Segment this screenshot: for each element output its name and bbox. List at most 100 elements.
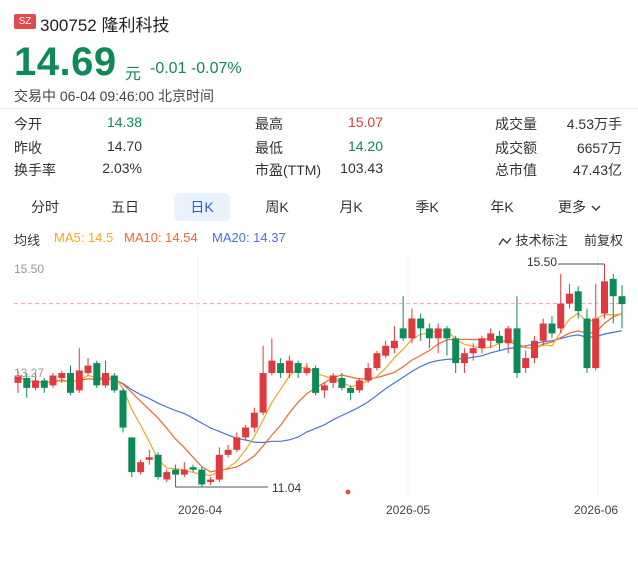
adjust-toggle[interactable]: 前复权: [584, 233, 624, 248]
candle-body: [172, 469, 180, 475]
candle-body: [443, 328, 451, 339]
candle-body: [618, 296, 626, 305]
candle-body: [592, 318, 600, 369]
chevron-down-icon: [591, 205, 601, 212]
tab-more[interactable]: 更多: [558, 193, 614, 221]
quote-value: 15.07: [347, 114, 383, 130]
tab-more-label: 更多: [558, 199, 586, 215]
candle-body: [452, 338, 460, 364]
candle-body: [390, 340, 398, 349]
candle-body: [32, 380, 39, 388]
quote-value: 2.03%: [102, 160, 142, 176]
current-price: 14.69: [14, 40, 117, 84]
candle-body: [347, 387, 355, 393]
candle-body: [408, 318, 416, 339]
candle-body: [548, 323, 556, 334]
candle-body: [224, 449, 232, 455]
candle-body: [163, 472, 171, 480]
candle-body: [338, 378, 346, 388]
x-axis-label: 2026-05: [386, 503, 431, 517]
quote-label: 总市值: [495, 162, 537, 178]
candle-body: [355, 380, 363, 391]
candle-body: [531, 340, 538, 359]
trade-status: 交易中 06-04 09:46:00 北京时间: [14, 88, 214, 104]
tab-yearly-k[interactable]: 年K: [490, 199, 514, 215]
candle-body: [277, 363, 285, 373]
quote-label: 成交额: [495, 140, 537, 156]
price-unit: 元: [125, 66, 142, 83]
quote-value: 14.70: [106, 138, 142, 154]
candle-body: [137, 462, 145, 473]
candle-body: [522, 358, 530, 368]
candle-body: [215, 454, 223, 480]
candle-body: [399, 328, 407, 339]
pen-icon: [498, 237, 512, 245]
ma10-line: [17, 312, 623, 473]
tab-daily-k[interactable]: 日K: [174, 193, 230, 221]
candle-body: [294, 363, 302, 373]
candle-body: [478, 338, 486, 349]
candle-body: [40, 380, 48, 388]
candle-body: [75, 370, 83, 391]
quote-grid: 今开 14.38 最高 15.07 成交量 4.53万手 昨收 14.70 最低…: [0, 112, 638, 184]
event-dot: [345, 489, 351, 495]
candle-body: [495, 335, 503, 344]
low-annotation: 11.04: [272, 481, 302, 495]
tab-five-day[interactable]: 五日: [111, 199, 139, 215]
candle-body: [242, 427, 250, 438]
stock-code-name: 300752 隆利科技: [40, 16, 170, 35]
ma5-line: [17, 312, 623, 477]
candlestick-chart[interactable]: [0, 252, 638, 527]
candle-body: [312, 368, 320, 393]
candle-body: [434, 328, 442, 339]
market-badge: SZ: [14, 14, 36, 29]
candle-body: [460, 353, 468, 364]
candle-body: [180, 469, 188, 475]
ma5-value: MA5: 14.5: [54, 230, 114, 245]
candle-body: [566, 293, 573, 304]
tab-quarterly-k[interactable]: 季K: [415, 199, 439, 215]
candle-body: [601, 281, 608, 314]
y-axis-top-label: 15.50: [14, 262, 45, 276]
candle-body: [539, 323, 547, 341]
candle-body: [67, 373, 74, 393]
quote-value: 14.20: [347, 138, 383, 154]
candle-body: [207, 479, 215, 482]
candle-body: [609, 278, 617, 297]
candle-body: [373, 353, 381, 369]
candle-body: [198, 469, 206, 485]
quote-label: 今开: [14, 116, 42, 132]
candle-body: [58, 373, 66, 378]
tech-annotation-label: 技术标注: [515, 233, 568, 248]
quote-label: 市盈(TTM): [255, 162, 322, 178]
ma-label: 均线: [14, 233, 41, 248]
tech-annotation-toggle[interactable]: 技术标注: [498, 230, 568, 249]
candle-body: [93, 363, 101, 386]
quote-label: 最高: [255, 116, 283, 132]
divider: [0, 108, 638, 109]
candle-body: [574, 291, 582, 312]
price-change: -0.01 -0.07%: [150, 60, 242, 77]
candle-body: [417, 318, 425, 329]
candle-body: [233, 437, 241, 450]
candle-body: [487, 333, 495, 341]
candle-body: [250, 412, 258, 428]
candle-body: [285, 360, 293, 373]
ma20-value: MA20: 14.37: [212, 230, 286, 245]
quote-value: 14.38: [106, 114, 142, 130]
candle-body: [110, 375, 118, 391]
candle-body: [23, 378, 31, 388]
tab-monthly-k[interactable]: 月K: [339, 199, 363, 215]
tab-weekly-k[interactable]: 周K: [265, 199, 289, 215]
quote-label: 昨收: [14, 140, 42, 156]
candle-body: [583, 318, 591, 369]
candle-body: [513, 328, 521, 373]
quote-label: 成交量: [495, 116, 537, 132]
candle-body: [154, 454, 162, 478]
quote-value: 47.43亿: [572, 162, 622, 178]
candle-body: [102, 373, 109, 386]
candle-body: [128, 437, 136, 473]
quote-value: 103.43: [340, 160, 383, 176]
tab-intraday[interactable]: 分时: [31, 199, 59, 215]
candle-body: [259, 373, 267, 413]
